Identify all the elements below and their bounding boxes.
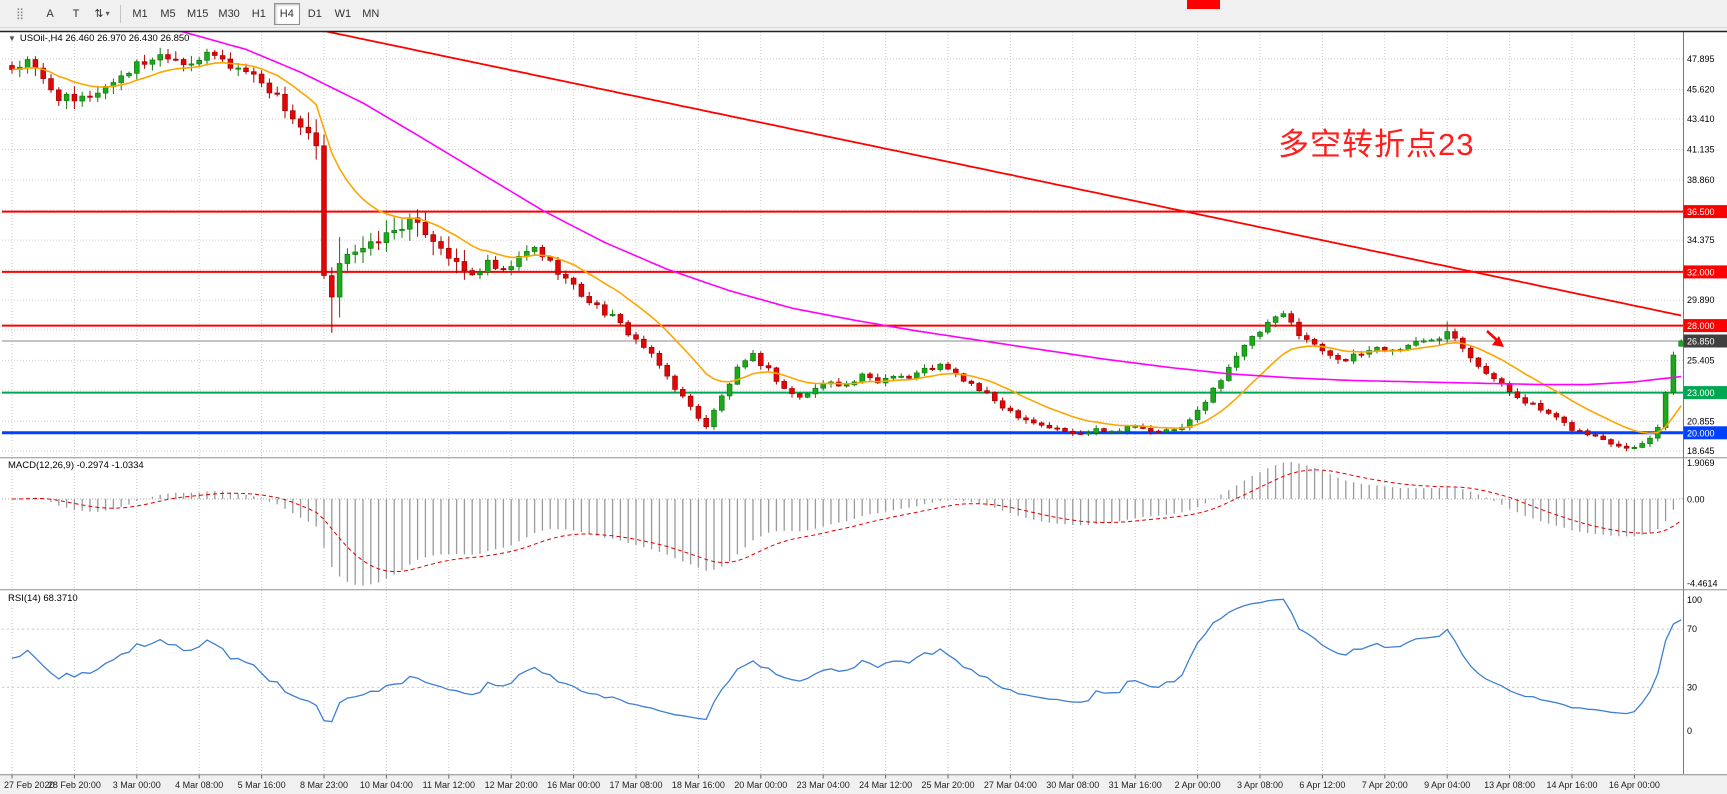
moving-averages-layer <box>11 32 1682 435</box>
timeframe-h4-button[interactable]: H4 <box>273 2 300 25</box>
svg-text:30: 30 <box>1687 682 1697 692</box>
svg-text:8 Mar 23:00: 8 Mar 23:00 <box>300 780 348 790</box>
svg-text:20.000: 20.000 <box>1687 428 1715 438</box>
price-axis[interactable] <box>1683 28 1727 775</box>
time-axis[interactable] <box>0 775 1727 794</box>
chart-area[interactable]: 47.895 45.620 43.410 41.135 38.860 34.375 29.8… <box>0 28 1727 794</box>
svg-text:18 Mar 16:00: 18 Mar 16:00 <box>672 780 725 790</box>
timeframe-h1-button[interactable]: H1 <box>246 3 272 25</box>
timeframe-m30-button[interactable]: M30 <box>214 3 243 25</box>
svg-text:7 Apr 20:00: 7 Apr 20:00 <box>1362 780 1408 790</box>
toolbar: ⣿ A T ⇅ ▾ M1 M5 M15 M30 H1 H4 D1 W1 MN <box>0 0 1727 28</box>
price-axis-bg <box>1683 32 1727 775</box>
svg-text:17 Mar 08:00: 17 Mar 08:00 <box>609 780 662 790</box>
svg-text:10 Mar 04:00: 10 Mar 04:00 <box>360 780 413 790</box>
chart-canvas[interactable]: 47.895 45.620 43.410 41.135 38.860 34.375 29.8… <box>0 28 1727 794</box>
svg-text:3 Mar 00:00: 3 Mar 00:00 <box>113 780 161 790</box>
svg-text:9 Apr 04:00: 9 Apr 04:00 <box>1424 780 1470 790</box>
timeframe-m15-button[interactable]: M15 <box>183 3 212 25</box>
chart-drag-handle-icon[interactable]: ⣿ <box>15 8 25 20</box>
svg-text:27 Mar 04:00: 27 Mar 04:00 <box>984 780 1037 790</box>
svg-text:0: 0 <box>1687 726 1692 736</box>
svg-text:20 Mar 00:00: 20 Mar 00:00 <box>734 780 787 790</box>
svg-text:28 Feb 20:00: 28 Feb 20:00 <box>48 780 101 790</box>
svg-text:36.500: 36.500 <box>1687 207 1715 217</box>
rsi-panel-splitter[interactable] <box>0 587 1727 592</box>
svg-text:20.855: 20.855 <box>1687 416 1715 426</box>
svg-text:31 Mar 16:00: 31 Mar 16:00 <box>1109 780 1162 790</box>
svg-text:2 Apr 00:00: 2 Apr 00:00 <box>1175 780 1221 790</box>
svg-text:11 Mar 12:00: 11 Mar 12:00 <box>423 780 475 790</box>
macd-layer <box>2 462 1683 586</box>
svg-text:24 Mar 12:00: 24 Mar 12:00 <box>859 780 912 790</box>
timeframe-m1-button[interactable]: M1 <box>127 3 153 25</box>
svg-text:32.000: 32.000 <box>1687 267 1715 277</box>
timeframe-m5-button[interactable]: M5 <box>155 3 181 25</box>
svg-text:70: 70 <box>1687 624 1697 634</box>
rsi-layer <box>2 598 1683 723</box>
svg-text:30 Mar 08:00: 30 Mar 08:00 <box>1046 780 1099 790</box>
svg-text:26.850: 26.850 <box>1687 337 1715 347</box>
annotation-a-button[interactable]: A <box>38 3 62 25</box>
vertical-gridlines <box>11 32 1635 774</box>
timeframe-mn-button[interactable]: MN <box>358 3 384 25</box>
svg-text:43.410: 43.410 <box>1687 114 1715 124</box>
svg-text:4 Mar 08:00: 4 Mar 08:00 <box>175 780 223 790</box>
svg-text:16 Apr 00:00: 16 Apr 00:00 <box>1609 780 1660 790</box>
svg-text:34.375: 34.375 <box>1687 235 1715 245</box>
svg-text:18.645: 18.645 <box>1687 446 1715 456</box>
svg-text:25.405: 25.405 <box>1687 355 1715 365</box>
svg-text:1.9069: 1.9069 <box>1687 458 1715 468</box>
svg-text:29.890: 29.890 <box>1687 295 1715 305</box>
svg-text:-4.4614: -4.4614 <box>1687 579 1718 589</box>
svg-text:27 Feb 2020: 27 Feb 2020 <box>4 780 55 790</box>
timeframe-d1-button[interactable]: D1 <box>302 3 328 25</box>
arrows-dropdown-button[interactable]: ⇅ ▾ <box>90 3 114 25</box>
svg-text:23.000: 23.000 <box>1687 388 1715 398</box>
svg-text:23 Mar 04:00: 23 Mar 04:00 <box>797 780 850 790</box>
time-axis-bg <box>0 775 1727 794</box>
svg-text:16 Mar 00:00: 16 Mar 00:00 <box>547 780 600 790</box>
svg-text:5 Mar 16:00: 5 Mar 16:00 <box>238 780 286 790</box>
macd-panel-splitter[interactable] <box>0 455 1727 460</box>
candles-layer <box>9 47 1683 452</box>
dropdown-caret-icon: ▾ <box>105 9 110 18</box>
svg-text:28.000: 28.000 <box>1687 321 1715 331</box>
cycle-arrows-icon: ⇅ <box>94 8 104 20</box>
svg-text:13 Apr 08:00: 13 Apr 08:00 <box>1484 780 1535 790</box>
svg-text:25 Mar 20:00: 25 Mar 20:00 <box>921 780 974 790</box>
horizontal-gridlines <box>2 58 1683 452</box>
text-tool-button[interactable]: T <box>64 3 88 25</box>
svg-text:12 Mar 20:00: 12 Mar 20:00 <box>485 780 538 790</box>
price-tags: 36.500 32.000 28.000 23.000 20.000 26.850 <box>1683 205 1727 440</box>
svg-text:3 Apr 08:00: 3 Apr 08:00 <box>1237 780 1283 790</box>
svg-text:41.135: 41.135 <box>1687 145 1715 155</box>
svg-text:100: 100 <box>1687 595 1702 605</box>
toolbar-divider <box>120 4 121 23</box>
red-artifact <box>1187 0 1220 9</box>
svg-text:47.895: 47.895 <box>1687 54 1715 64</box>
timeframe-w1-button[interactable]: W1 <box>330 3 356 25</box>
price-axis-labels: 47.895 45.620 43.410 41.135 38.860 34.375 29.8… <box>1687 54 1715 456</box>
horizontal-level-lines[interactable] <box>2 210 1683 435</box>
red-arrow-annotation[interactable] <box>1486 330 1504 347</box>
svg-text:38.860: 38.860 <box>1687 175 1715 185</box>
svg-text:45.620: 45.620 <box>1687 84 1715 94</box>
svg-text:6 Apr 12:00: 6 Apr 12:00 <box>1299 780 1345 790</box>
svg-text:14 Apr 16:00: 14 Apr 16:00 <box>1546 780 1597 790</box>
svg-text:0.00: 0.00 <box>1687 495 1705 505</box>
